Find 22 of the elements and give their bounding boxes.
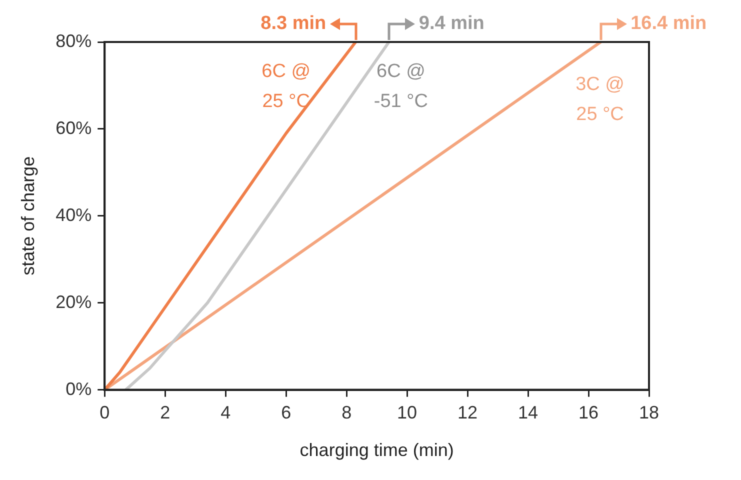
x-tick-label: 10 xyxy=(397,402,418,423)
x-tick-label: 2 xyxy=(160,402,170,423)
x-tick-label: 12 xyxy=(458,402,478,423)
annotation: 9.4 min xyxy=(418,12,484,36)
y-axis-title: state of charge xyxy=(18,156,38,276)
y-tick-label: 40% xyxy=(56,204,92,225)
y-tick-label: 0% xyxy=(66,378,92,399)
y-tick-label: 20% xyxy=(56,292,92,312)
x-tick-label: 8 xyxy=(342,402,352,423)
annotation: 8.3 min xyxy=(260,12,326,36)
x-tick-label: 0 xyxy=(100,402,110,423)
x-tick-label: 18 xyxy=(638,402,660,423)
y-tick-label: 60% xyxy=(56,118,92,138)
x-tick-label: 16 xyxy=(578,402,599,423)
annotation: 16.4 min xyxy=(630,12,707,36)
x-axis-title: charging time (min) xyxy=(300,440,454,460)
series-label: 3C @ 25 °C xyxy=(576,73,624,127)
x-tick-label: 4 xyxy=(220,402,231,423)
y-tick-label: 80% xyxy=(56,30,92,51)
x-tick-label: 6 xyxy=(281,402,292,423)
x-tick-label: 14 xyxy=(518,402,538,423)
series-label: 6C @ -51 °C xyxy=(374,60,428,114)
